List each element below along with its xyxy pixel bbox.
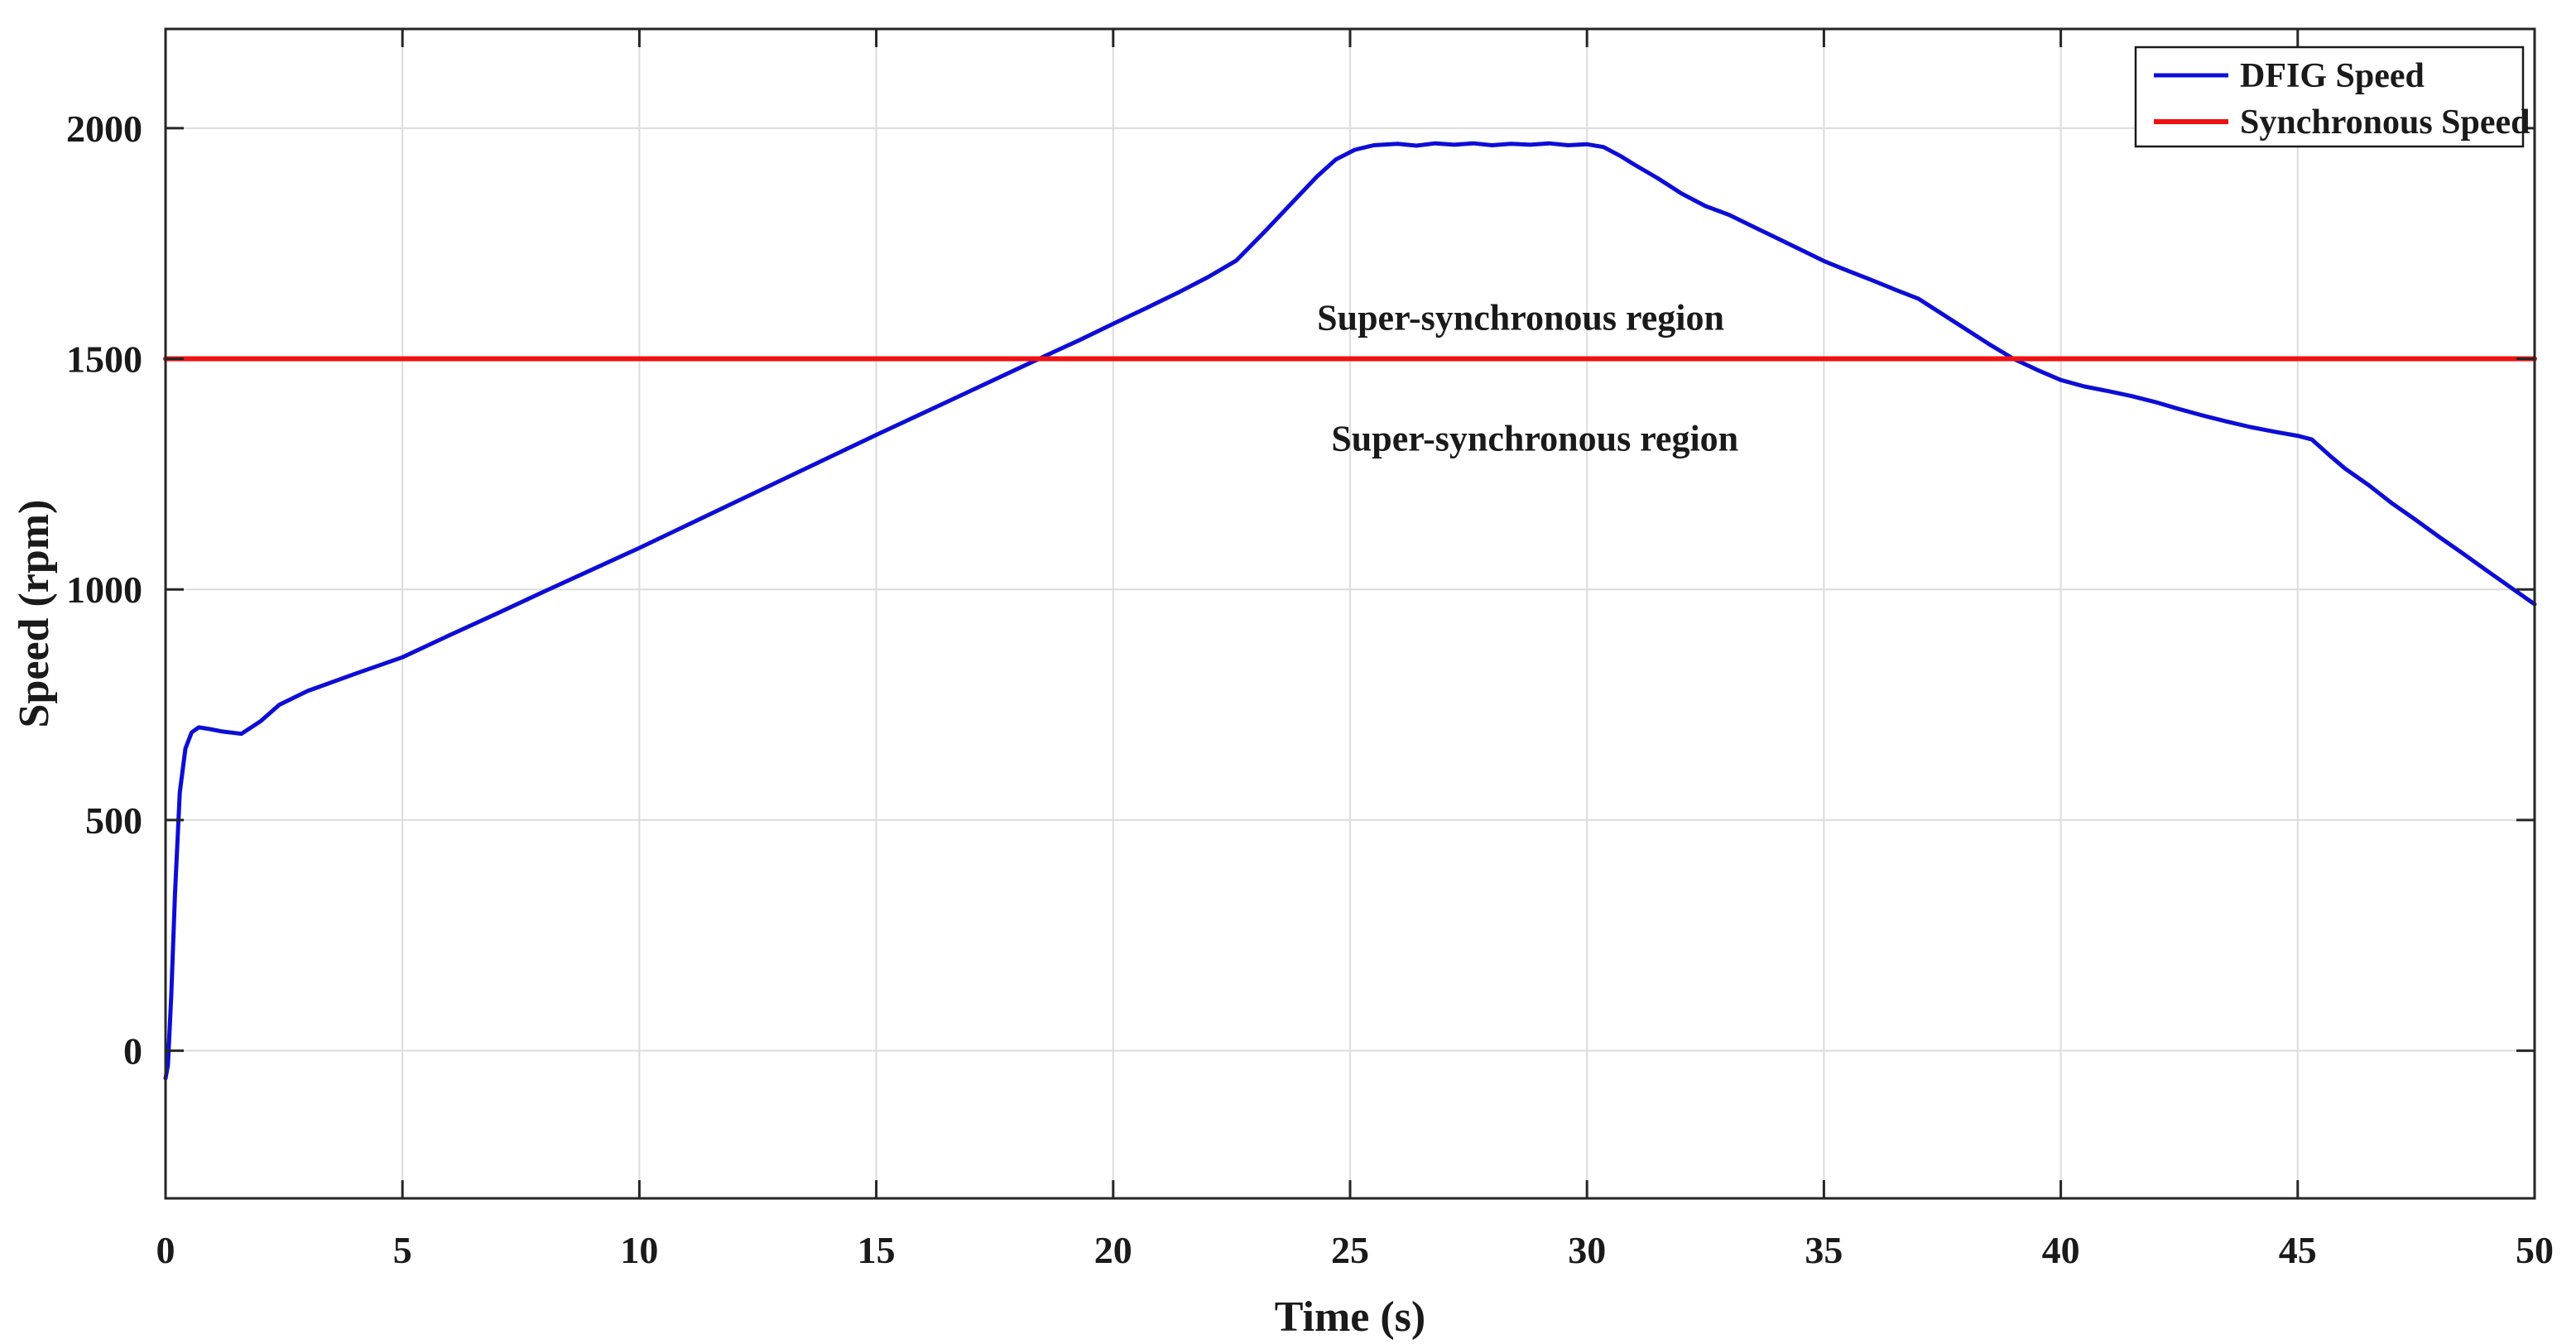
- y-axis-label: Speed (rpm): [11, 500, 58, 728]
- y-tick-label: 2000: [66, 108, 142, 150]
- x-tick-label: 45: [2279, 1229, 2317, 1271]
- y-tick-label: 500: [85, 799, 142, 842]
- x-tick-label: 30: [1568, 1229, 1606, 1271]
- legend-box: [2134, 46, 2525, 148]
- x-tick-label: 35: [1805, 1229, 1843, 1271]
- x-tick-label: 10: [620, 1229, 658, 1271]
- x-tick-label: 40: [2042, 1229, 2080, 1271]
- legend-label: DFIG Speed: [2240, 57, 2425, 95]
- x-tick-label: 20: [1094, 1229, 1132, 1271]
- x-tick-label: 0: [156, 1229, 175, 1271]
- x-tick-label: 5: [393, 1229, 412, 1271]
- annotation-super-synchronous-lower: Super-synchronous region: [1331, 418, 1738, 458]
- y-tick-label: 1500: [66, 338, 142, 381]
- annotation-super-synchronous-upper: Super-synchronous region: [1317, 297, 1724, 338]
- y-tick-label: 0: [123, 1030, 142, 1073]
- x-tick-label: 50: [2516, 1229, 2554, 1271]
- y-tick-label: 1000: [66, 569, 142, 611]
- x-axis-label: Time (s): [1275, 1294, 1425, 1340]
- dfig-speed-line: [163, 141, 2537, 1081]
- x-tick-label: 15: [858, 1229, 896, 1271]
- legend-label: Synchronous Speed: [2240, 103, 2530, 142]
- x-tick-label: 25: [1331, 1229, 1369, 1271]
